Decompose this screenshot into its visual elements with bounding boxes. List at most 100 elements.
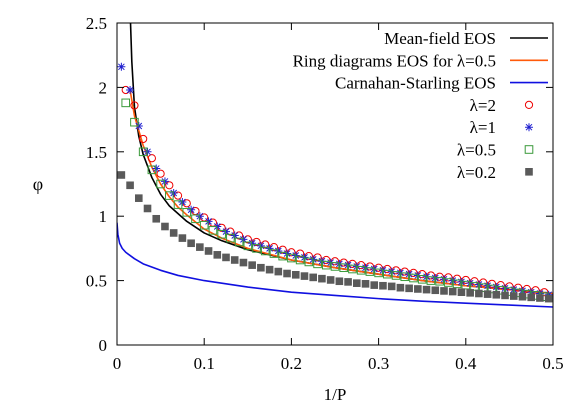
data-point (531, 286, 540, 295)
y-tick-label: 0.5 (86, 272, 107, 291)
data-point (274, 267, 283, 276)
data-point (295, 255, 305, 265)
legend-label: λ=0.2 (457, 163, 496, 182)
data-point (300, 253, 309, 262)
data-point (483, 290, 492, 298)
data-point (505, 287, 514, 296)
data-point (344, 261, 353, 270)
data-point (426, 276, 436, 285)
data-point (230, 256, 239, 264)
data-point (448, 276, 457, 285)
data-point (230, 231, 239, 240)
data-point (535, 289, 544, 298)
data-point (161, 222, 169, 231)
data-point (413, 271, 422, 280)
data-point (487, 279, 497, 288)
data-point (138, 147, 148, 157)
legend-item: Carnahan-Starling EOS (335, 74, 548, 93)
data-point (152, 214, 161, 223)
data-point (208, 226, 218, 235)
data-point (374, 268, 383, 278)
data-point (457, 288, 466, 296)
data-point (213, 251, 222, 259)
y-tick-label: 1 (99, 207, 108, 226)
legend-item: λ=0.2 (457, 163, 533, 182)
legend-item: Mean-field EOS (384, 29, 548, 48)
series-2 (117, 222, 553, 308)
data-point (143, 147, 152, 156)
y-tick-label: 0 (99, 336, 108, 355)
data-point (182, 208, 192, 217)
data-point (396, 283, 405, 292)
data-point (440, 287, 448, 295)
data-point (527, 288, 536, 297)
legend-label: λ=2 (470, 96, 496, 115)
data-point (326, 276, 335, 284)
data-point (278, 251, 287, 261)
data-point (522, 284, 531, 294)
legend-swatch (525, 168, 533, 176)
data-point (466, 279, 475, 288)
data-point (405, 284, 413, 293)
data-point (326, 258, 335, 267)
data-point (239, 258, 248, 267)
series-5 (121, 98, 549, 301)
legend-label: Mean-field EOS (384, 29, 496, 48)
data-point (269, 249, 279, 258)
data-point (370, 265, 379, 274)
axes: 0 0.1 0.2 0.3 0.4 0.5 0 0.5 1 1.5 2 2.5 1/P φ (33, 14, 564, 404)
data-point (431, 274, 440, 283)
data-point (178, 234, 187, 242)
y-tick-label: 2 (99, 78, 108, 97)
x-tick-label: 0 (113, 354, 122, 373)
data-point (160, 177, 169, 186)
data-point (396, 268, 405, 277)
data-point (435, 276, 444, 286)
y-axis-label: φ (33, 174, 43, 194)
series-line (117, 222, 553, 308)
data-point (461, 275, 470, 285)
x-tick-label: 0.3 (368, 354, 389, 373)
data-point (143, 204, 152, 213)
data-point (505, 282, 514, 291)
data-point (496, 281, 505, 290)
data-point (536, 294, 544, 302)
data-point (165, 191, 174, 200)
data-point (191, 214, 200, 224)
data-point (544, 294, 553, 303)
legend-item: Ring diagrams EOS for λ=0.5 (293, 51, 548, 70)
data-point (417, 275, 427, 284)
data-point (409, 273, 418, 283)
data-point (309, 255, 318, 264)
data-point (414, 285, 422, 293)
data-point (379, 281, 387, 290)
data-point (169, 229, 178, 237)
data-point (313, 253, 322, 262)
data-point (117, 62, 126, 71)
series-1 (129, 89, 553, 295)
data-point (283, 269, 291, 278)
data-point (239, 235, 248, 244)
data-point (257, 263, 265, 272)
data-point (348, 264, 357, 274)
data-point (126, 181, 134, 190)
x-tick-label: 0.5 (542, 354, 563, 373)
x-tick-label: 0.1 (194, 354, 215, 373)
data-point (222, 253, 230, 262)
x-tick-label: 0.2 (281, 354, 302, 373)
data-point (509, 285, 518, 294)
data-point (478, 283, 488, 292)
data-point (501, 291, 509, 300)
data-point (309, 273, 317, 282)
data-point (213, 222, 222, 231)
data-point (361, 263, 370, 272)
data-point (300, 272, 309, 280)
data-point (378, 266, 387, 275)
plot-data (117, 23, 553, 308)
data-point (361, 280, 370, 288)
data-point (274, 246, 283, 255)
data-point (474, 280, 483, 289)
data-point (147, 165, 157, 175)
data-point (152, 164, 161, 173)
